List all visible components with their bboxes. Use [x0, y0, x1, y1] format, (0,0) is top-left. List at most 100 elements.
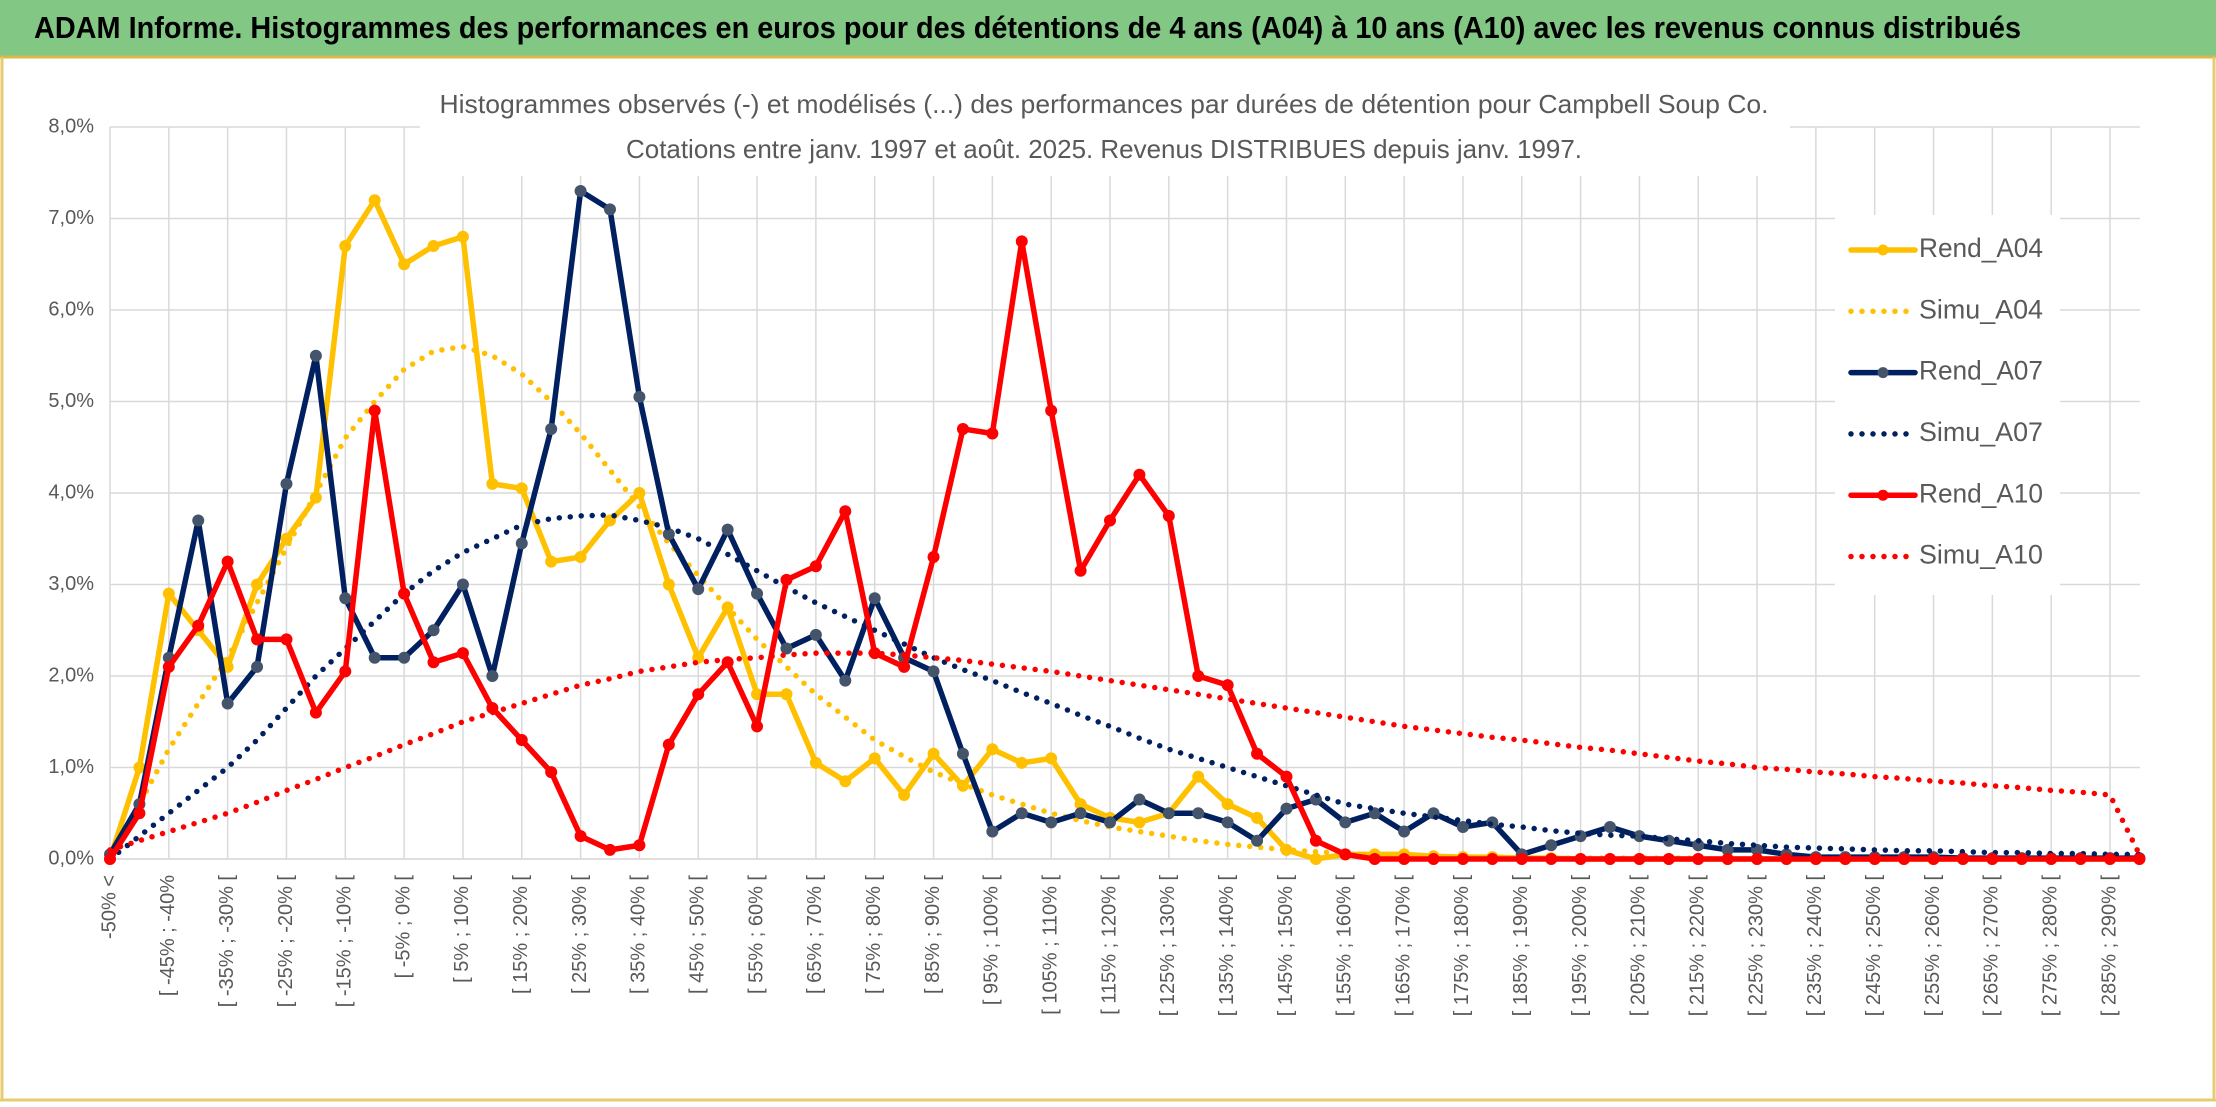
data-point [104, 853, 116, 865]
data-point [986, 743, 999, 756]
data-point [1662, 853, 1675, 865]
data-point [839, 674, 852, 687]
data-point [868, 752, 881, 765]
data-point [898, 788, 911, 801]
x-tick-label: [ 75% ; 80% [ [863, 875, 885, 994]
data-point [751, 720, 764, 733]
data-point [1133, 816, 1146, 829]
data-point [1927, 853, 1940, 865]
data-point [280, 477, 293, 490]
data-point [751, 587, 764, 600]
data-point [251, 578, 264, 591]
data-point [1251, 834, 1264, 847]
data-point [339, 592, 352, 605]
data-point [839, 505, 852, 518]
x-tick-label: [ 55% ; 60% [ [745, 875, 767, 994]
y-tick-label: 5,0% [48, 390, 94, 412]
data-point [604, 843, 616, 856]
data-point [1692, 853, 1705, 865]
data-point [251, 633, 264, 646]
x-tick-label: [ 225% ; 230% [ [1745, 875, 1767, 1017]
data-point [545, 422, 558, 435]
y-tick-label: 3,0% [48, 573, 94, 595]
data-point [721, 523, 734, 536]
x-tick-label: [ 45% ; 50% [ [687, 875, 709, 994]
data-point [986, 427, 999, 440]
legend-marker [1877, 489, 1889, 501]
x-tick-label: -50% < [98, 875, 120, 939]
data-point [956, 747, 969, 760]
data-point [574, 830, 587, 843]
data-point [1074, 564, 1087, 577]
x-tick-label: [ 25% ; 30% [ [569, 875, 591, 994]
legend-backdrop [1835, 215, 2060, 595]
data-point [133, 807, 146, 820]
data-point [339, 665, 352, 678]
data-point [486, 670, 499, 682]
data-point [1192, 770, 1205, 783]
data-point [1868, 853, 1881, 865]
data-point [927, 665, 940, 678]
chart-subtitle: Cotations entre janv. 1997 et août. 2025… [626, 134, 1582, 164]
data-point [2045, 853, 2058, 865]
chart-title: Histogrammes observés (-) et modélisés (… [440, 89, 1769, 119]
data-point [956, 422, 969, 435]
data-point [633, 487, 646, 499]
data-point [1045, 752, 1058, 765]
title-backdrop [420, 78, 1790, 176]
data-point [1192, 670, 1205, 682]
data-point [427, 239, 440, 252]
data-point [486, 477, 499, 490]
data-point [1074, 807, 1087, 820]
data-point [1192, 807, 1205, 820]
x-tick-label: [ 85% ; 90% [ [922, 875, 944, 994]
x-tick-label: [ -45% ; -40% [157, 875, 179, 996]
data-point [1456, 820, 1469, 833]
data-point [927, 551, 940, 564]
data-point [398, 587, 411, 600]
data-point [1515, 853, 1528, 865]
data-point [398, 651, 411, 664]
data-point [1221, 679, 1234, 692]
data-point [1015, 807, 1028, 820]
data-point [1221, 798, 1234, 811]
y-tick-label: 7,0% [48, 207, 94, 229]
data-point [1545, 853, 1558, 865]
data-point [162, 660, 175, 673]
x-tick-label: [ 165% ; 170% [ [1392, 875, 1414, 1017]
data-point [1604, 820, 1616, 833]
data-point [692, 583, 705, 596]
x-tick-label: [ 115% ; 120% [ [1098, 875, 1120, 1015]
data-point [1339, 816, 1352, 829]
data-point [662, 738, 675, 751]
legend-label: Rend_A07 [1919, 356, 2043, 386]
legend-label: Rend_A04 [1919, 233, 2043, 263]
data-point [1398, 853, 1411, 865]
data-point [1368, 807, 1381, 820]
legend-label: Simu_A04 [1919, 294, 2043, 324]
data-point [1839, 853, 1852, 865]
x-tick-label: [ 95% ; 100% [ [981, 875, 1003, 1006]
data-point [1104, 514, 1116, 527]
observed-line [107, 188, 2143, 861]
data-point [1280, 802, 1293, 815]
x-tick-label: [ -25% ; -20% [ [275, 875, 297, 1008]
data-point [368, 404, 381, 417]
data-point [309, 349, 322, 362]
legend-marker [1877, 367, 1889, 379]
x-tick-label: [ 275% ; 280% [ [2039, 875, 2061, 1017]
data-point [280, 633, 293, 646]
data-point [898, 660, 911, 673]
data-point [545, 555, 558, 568]
x-tick-label: [ 5% ; 10% [ [451, 875, 473, 983]
data-point [427, 656, 440, 669]
data-point [633, 839, 646, 852]
model-line [107, 512, 2143, 862]
data-point [1221, 816, 1234, 829]
y-tick-label: 8,0% [48, 115, 94, 137]
data-point [839, 775, 852, 788]
data-point [780, 642, 793, 655]
data-point [1809, 853, 1822, 865]
x-tick-label: [ -35% ; -30% [ [216, 875, 238, 1008]
